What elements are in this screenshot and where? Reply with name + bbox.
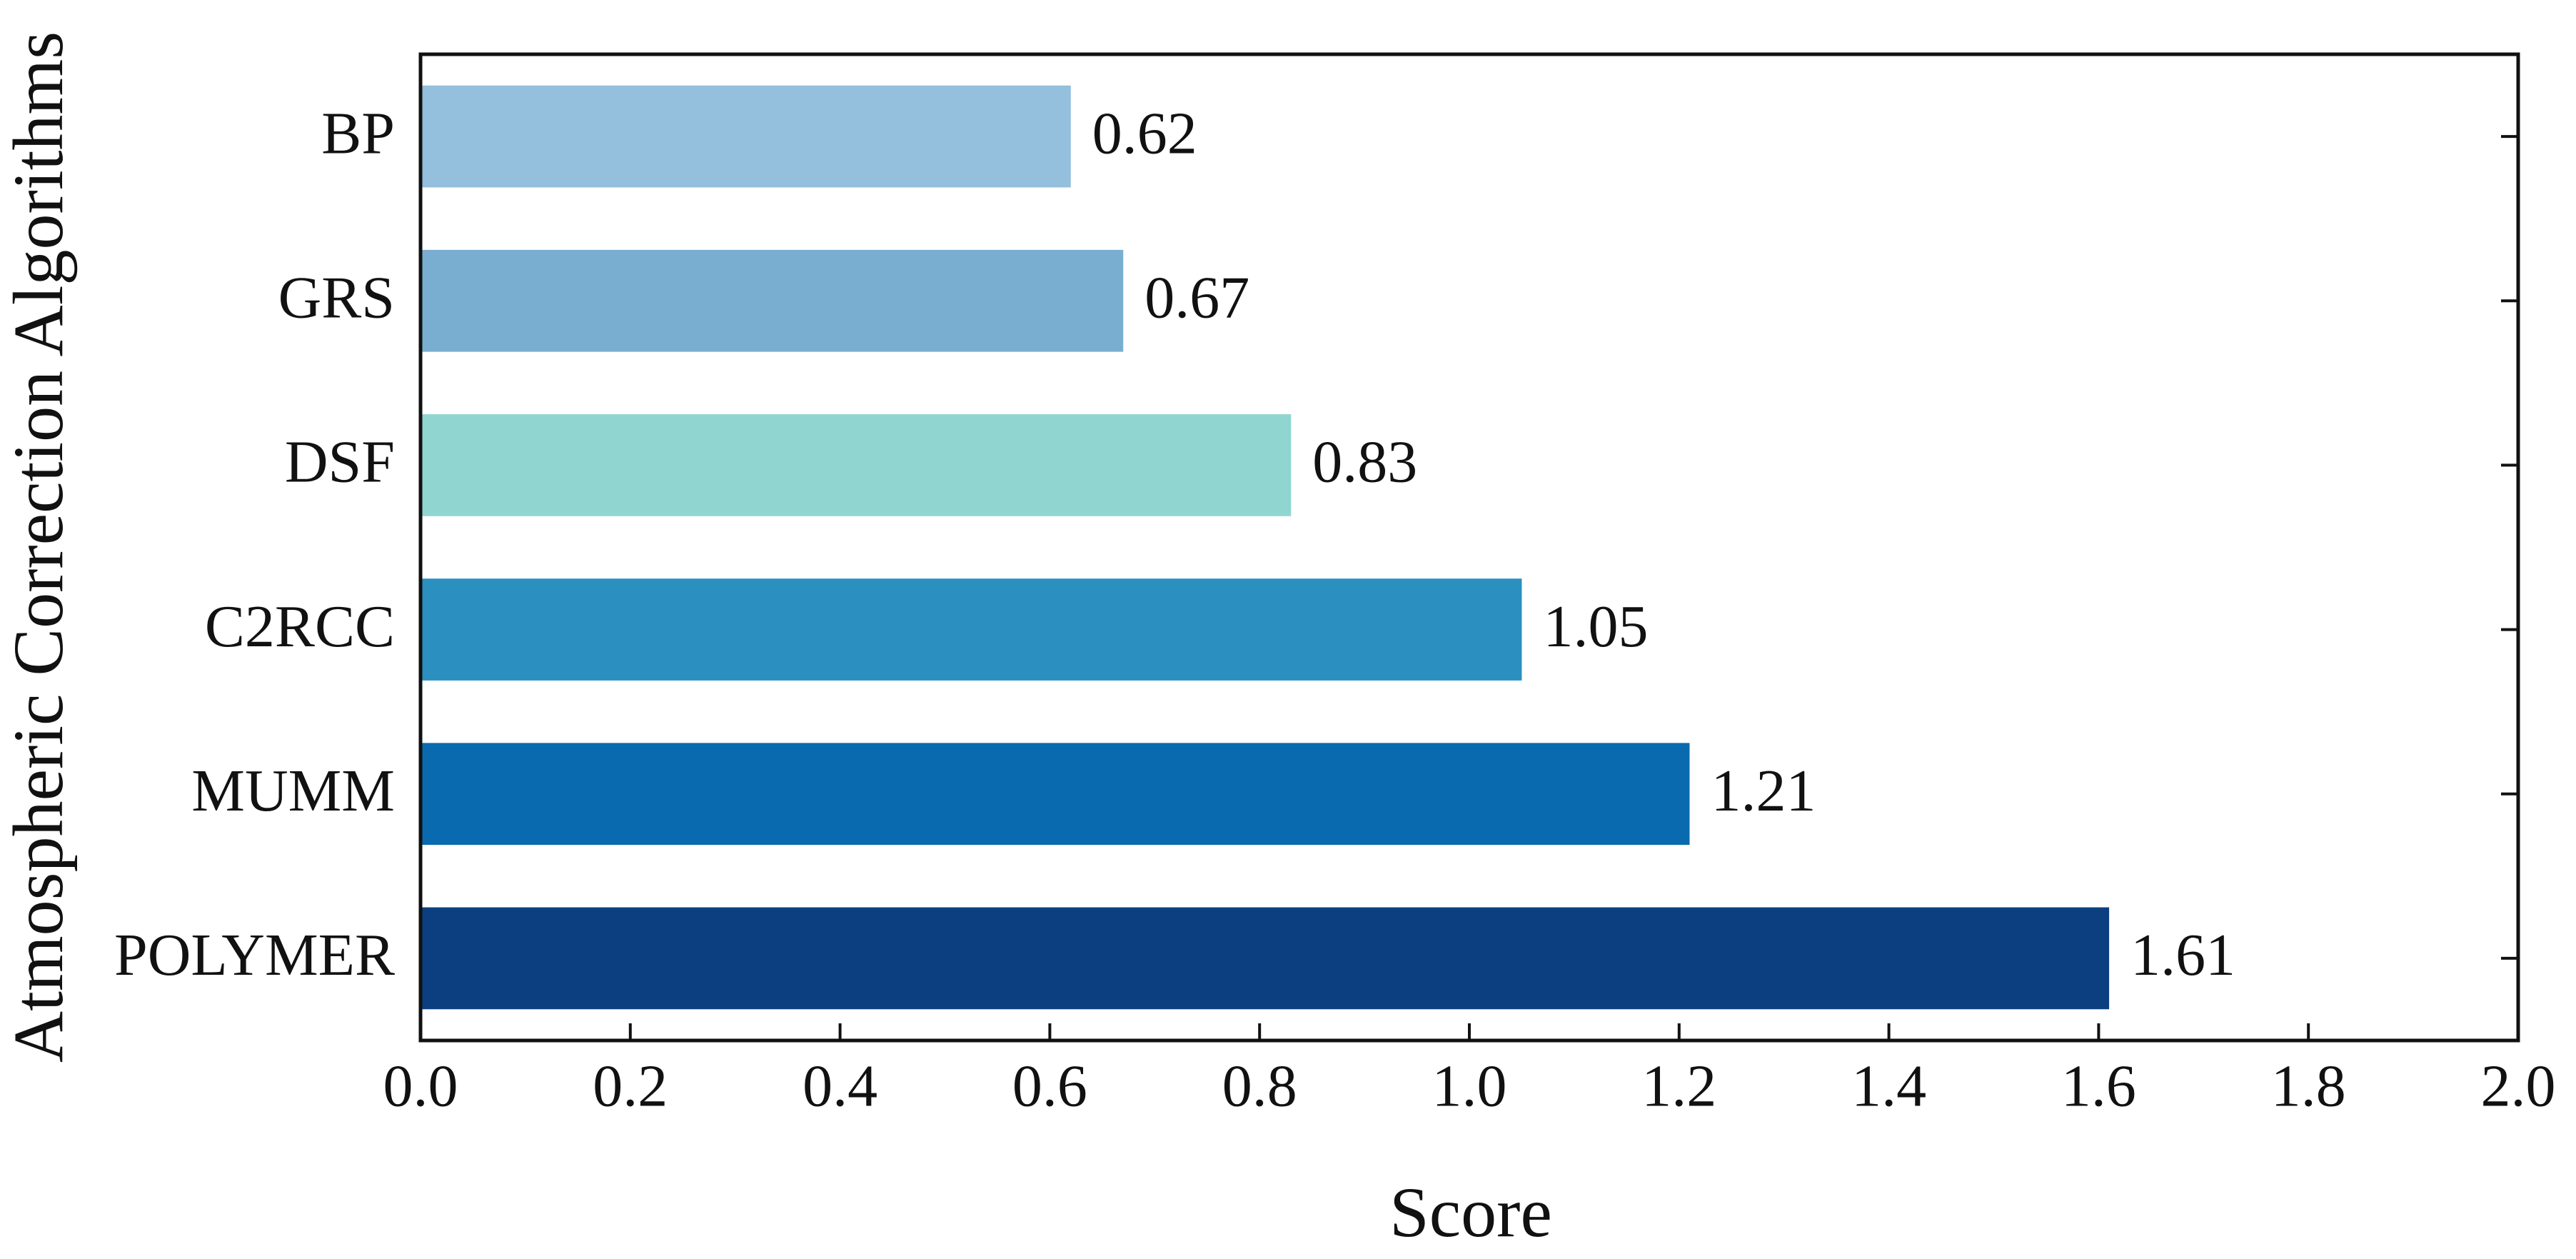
x-tick-label: 1.2 — [1641, 1053, 1716, 1119]
x-tick-label: 0.6 — [1012, 1053, 1087, 1119]
x-tick-label: 1.8 — [2271, 1053, 2346, 1119]
x-tick-label: 1.0 — [1432, 1053, 1507, 1119]
value-label: 1.61 — [2130, 922, 2235, 988]
x-tick-label: 1.4 — [1851, 1053, 1926, 1119]
y-tick-label: BP — [321, 100, 395, 166]
x-axis-title: Score — [1389, 1173, 1552, 1252]
x-tick-label: 2.0 — [2481, 1053, 2556, 1119]
y-tick-label: MUMM — [191, 758, 395, 824]
bar — [421, 578, 1522, 681]
bar — [421, 85, 1071, 188]
value-label: 0.67 — [1144, 265, 1249, 331]
y-axis-title: Atmospheric Correction Algorithms — [0, 31, 78, 1063]
y-tick-label: C2RCC — [205, 593, 395, 660]
bar — [421, 907, 2110, 1010]
y-tick-label: POLYMER — [114, 922, 395, 988]
plot-frame — [418, 52, 2520, 1043]
x-tick-label: 0.0 — [383, 1053, 458, 1119]
bar — [421, 249, 1124, 352]
value-label: 1.21 — [1711, 758, 1816, 824]
value-label: 0.62 — [1092, 100, 1197, 166]
x-tick-label: 0.8 — [1222, 1053, 1297, 1119]
y-tick-label: DSF — [285, 429, 395, 496]
value-label: 0.83 — [1312, 429, 1417, 496]
value-label: 1.05 — [1543, 593, 1648, 660]
bar — [421, 743, 1690, 846]
x-tick-label: 0.2 — [593, 1053, 668, 1119]
bar — [421, 414, 1292, 516]
x-tick-label: 0.4 — [803, 1053, 877, 1119]
y-tick-label: GRS — [278, 265, 395, 331]
x-tick-label: 1.6 — [2061, 1053, 2136, 1119]
